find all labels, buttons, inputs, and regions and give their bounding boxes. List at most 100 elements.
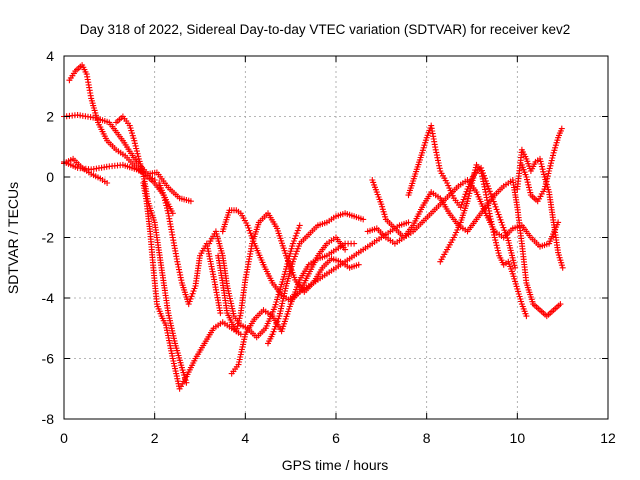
data-point: [246, 227, 253, 234]
data-point: [483, 180, 490, 187]
data-point: [526, 187, 533, 193]
data-point: [131, 140, 138, 147]
data-point: [281, 290, 288, 297]
data-point: [296, 222, 303, 229]
data-point: [494, 209, 501, 215]
data-point: [544, 175, 551, 182]
data-point: [209, 266, 215, 273]
data-point: [457, 204, 464, 211]
data-point: [294, 245, 301, 252]
x-tick-label: 4: [241, 430, 249, 446]
data-point: [293, 248, 300, 255]
data-point: [270, 328, 277, 335]
data-point: [518, 298, 525, 305]
data-point: [174, 261, 181, 268]
data-point: [542, 180, 549, 187]
y-tick-label: -6: [42, 351, 55, 367]
data-point: [466, 190, 473, 197]
data-point: [170, 335, 177, 342]
data-point: [499, 222, 506, 228]
data-point: [484, 183, 491, 190]
data-point: [537, 158, 544, 165]
data-point: [540, 171, 547, 178]
data-point: [295, 225, 302, 231]
data-point: [523, 313, 530, 320]
data-point: [485, 185, 492, 192]
data-point: [161, 194, 168, 201]
data-point: [493, 239, 499, 246]
data-point: [186, 298, 193, 305]
data-point: [489, 223, 496, 230]
data-point: [492, 203, 499, 210]
data-point: [240, 338, 247, 345]
y-tick-label: -8: [42, 411, 55, 427]
data-point: [233, 328, 240, 335]
data-point: [482, 177, 489, 184]
x-tick-label: 0: [60, 430, 68, 446]
data-point: [291, 235, 298, 242]
data-point: [493, 206, 500, 213]
data-point: [274, 318, 281, 325]
data-point: [272, 323, 279, 330]
data-point: [273, 320, 280, 327]
data-point: [235, 320, 242, 327]
data-point: [190, 288, 197, 295]
data-point: [558, 125, 565, 132]
data-point: [494, 247, 501, 254]
data-point: [178, 277, 185, 284]
data-point: [247, 230, 254, 237]
data-point: [278, 303, 285, 310]
data-points: [61, 62, 566, 392]
data-point: [464, 198, 471, 205]
data-point: [272, 301, 279, 308]
data-point: [495, 211, 502, 218]
data-point: [490, 229, 497, 236]
data-point: [546, 165, 553, 172]
y-tick-label: -4: [42, 290, 55, 306]
y-tick-label: 0: [46, 169, 54, 185]
data-point: [271, 326, 278, 333]
data-point: [168, 322, 175, 329]
data-point: [468, 182, 475, 189]
data-point: [544, 173, 551, 180]
data-point: [491, 231, 498, 238]
data-point: [491, 201, 498, 208]
data-point: [460, 196, 467, 203]
data-point: [548, 160, 554, 167]
data-point: [289, 258, 296, 265]
data-point: [275, 315, 282, 322]
data-point: [291, 253, 298, 260]
data-point: [547, 162, 554, 169]
data-point: [487, 216, 494, 222]
data-point: [420, 144, 427, 151]
data-point: [453, 229, 460, 236]
data-point: [502, 229, 509, 236]
data-point: [206, 255, 213, 262]
data-point: [131, 137, 138, 144]
data-point: [235, 361, 242, 368]
data-point: [524, 176, 530, 183]
data-point: [496, 214, 503, 221]
data-point: [236, 315, 243, 322]
data-point: [235, 317, 242, 324]
data-point: [287, 250, 294, 257]
data-point: [269, 331, 276, 338]
data-point: [523, 174, 530, 180]
data-point: [488, 221, 495, 228]
data-point: [500, 224, 507, 231]
y-tick-label: 4: [46, 48, 54, 64]
data-point: [497, 216, 504, 223]
data-point: [541, 186, 548, 193]
data-point: [540, 168, 547, 175]
data-point: [290, 256, 297, 263]
data-point: [133, 145, 140, 152]
data-point: [539, 166, 546, 173]
data-point: [470, 172, 477, 179]
data-point: [433, 149, 440, 156]
data-point: [187, 198, 194, 205]
data-point: [558, 262, 565, 269]
data-point: [382, 213, 389, 220]
data-point: [538, 161, 545, 167]
data-point: [160, 192, 167, 199]
